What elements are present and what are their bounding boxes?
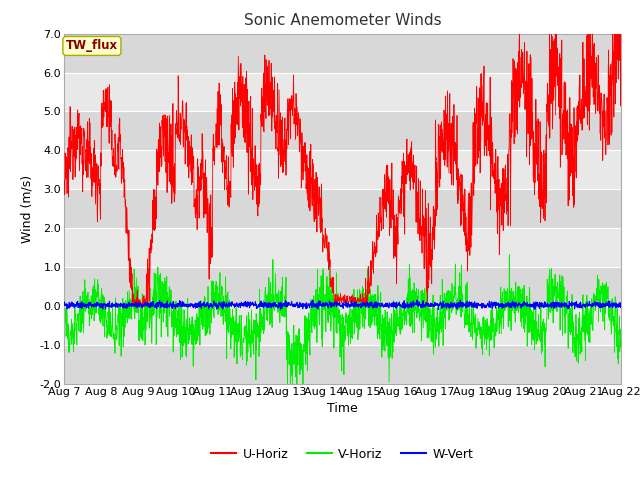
Bar — [64, 267, 621, 306]
Bar — [64, 111, 621, 150]
V-Horiz — [601, 297, 609, 303]
V-Horiz — [316, 289, 324, 295]
Bar — [64, 189, 621, 228]
Line: W-Vert: W-Vert — [64, 300, 621, 310]
Y-axis label: Wind (m/s): Wind (m/s) — [21, 175, 34, 243]
V-Horiz — [88, 312, 96, 317]
W-Vert — [435, 307, 442, 312]
V-Horiz — [60, 330, 68, 336]
W-Vert — [309, 297, 317, 303]
U-Horiz — [617, 31, 625, 36]
Bar — [64, 306, 621, 345]
V-Horiz — [602, 291, 609, 297]
V-Horiz — [506, 252, 513, 258]
Line: U-Horiz: U-Horiz — [64, 34, 621, 306]
V-Horiz — [617, 345, 625, 350]
Bar — [64, 34, 621, 72]
Legend: U-Horiz, V-Horiz, W-Vert: U-Horiz, V-Horiz, W-Vert — [206, 443, 479, 466]
Text: TW_flux: TW_flux — [66, 39, 118, 52]
U-Horiz — [331, 297, 339, 303]
W-Vert — [316, 299, 324, 304]
W-Vert — [331, 301, 339, 307]
V-Horiz — [499, 302, 506, 308]
X-axis label: Time: Time — [327, 402, 358, 415]
U-Horiz — [601, 108, 609, 114]
W-Vert — [602, 304, 609, 310]
W-Vert — [617, 300, 625, 306]
V-Horiz — [287, 381, 294, 387]
V-Horiz — [331, 313, 339, 319]
Bar — [64, 345, 621, 384]
U-Horiz — [130, 303, 138, 309]
Title: Sonic Anemometer Winds: Sonic Anemometer Winds — [244, 13, 441, 28]
U-Horiz — [60, 190, 68, 195]
Bar — [64, 228, 621, 267]
U-Horiz — [88, 165, 96, 171]
Bar — [64, 72, 621, 111]
U-Horiz — [499, 168, 506, 174]
W-Vert — [499, 303, 507, 309]
W-Vert — [88, 303, 96, 309]
Bar — [64, 150, 621, 189]
W-Vert — [60, 300, 68, 306]
U-Horiz — [516, 31, 524, 36]
Line: V-Horiz: V-Horiz — [64, 255, 621, 384]
U-Horiz — [316, 226, 324, 231]
U-Horiz — [602, 129, 609, 134]
W-Vert — [601, 301, 609, 307]
